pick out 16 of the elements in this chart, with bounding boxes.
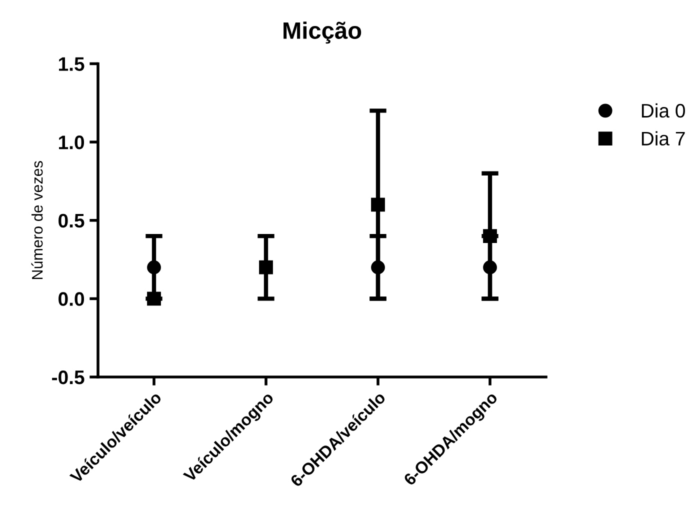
point: [483, 260, 497, 274]
point: [483, 229, 497, 243]
chart-title: Micção: [284, 22, 362, 44]
point: [147, 260, 161, 274]
point: [147, 292, 161, 306]
point: [259, 260, 273, 274]
y-tick-label: 0.5: [58, 214, 84, 228]
legend-label: Dia 7: [642, 131, 685, 146]
point: [371, 198, 385, 212]
y-tick-label: 0.0: [58, 292, 84, 306]
legend-label: Dia 0: [642, 103, 685, 118]
y-tick-label: 1.5: [59, 57, 84, 71]
point: [371, 260, 385, 274]
y-tick-label: 1.0: [59, 136, 84, 150]
y-tick-label: -0.5: [52, 370, 84, 384]
y-axis-title: Número de vezes: [31, 161, 43, 279]
